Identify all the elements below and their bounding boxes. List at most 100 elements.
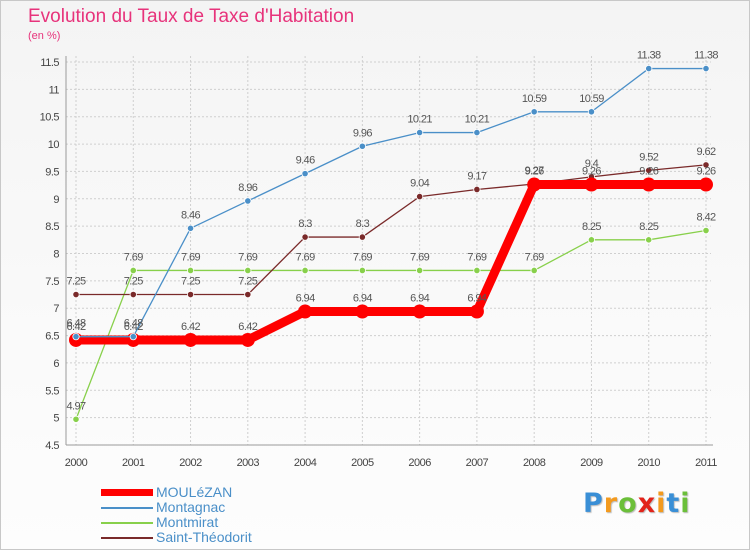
data-point <box>473 266 481 275</box>
series-line <box>75 229 707 420</box>
y-tick-label: 4.5 <box>45 440 59 452</box>
x-tick-label: 2002 <box>179 457 202 469</box>
data-point <box>244 197 252 205</box>
data-label: 8.46 <box>181 209 200 221</box>
data-point <box>584 177 599 192</box>
data-label: 7.25 <box>181 276 200 288</box>
data-point <box>473 128 481 137</box>
data-label: 7.69 <box>410 251 429 263</box>
x-tick-label: 2001 <box>122 457 145 469</box>
brand-logo: Proxiti <box>583 488 691 519</box>
data-point <box>301 170 309 178</box>
y-tick-label: 10.5 <box>40 112 60 124</box>
data-label: 8.25 <box>639 221 658 233</box>
brand-letter: i <box>680 488 691 519</box>
data-point <box>702 64 710 73</box>
series-line <box>75 67 707 338</box>
x-tick-label: 2009 <box>580 457 603 469</box>
data-point <box>129 333 137 341</box>
series-moul-zan <box>69 177 713 347</box>
legend-label: Saint-Théodorit <box>156 529 252 545</box>
data-point <box>641 177 656 192</box>
data-label: 9.52 <box>639 151 658 163</box>
data-point <box>72 415 80 423</box>
data-label: 10.21 <box>465 114 490 126</box>
data-label: 8.42 <box>696 212 715 224</box>
grid-layer <box>66 56 711 446</box>
data-label: 9.96 <box>353 127 372 139</box>
data-label: 9.46 <box>296 155 315 167</box>
data-point <box>469 304 484 319</box>
data-point <box>298 304 313 319</box>
data-label: 6.94 <box>467 292 486 304</box>
data-label: 9.26 <box>696 166 715 178</box>
data-point <box>702 161 710 169</box>
y-tick-label: 8 <box>53 249 59 261</box>
x-tick-label: 2006 <box>408 457 431 469</box>
data-point <box>587 108 596 116</box>
data-label: 9.26 <box>582 166 601 178</box>
data-label: 7.69 <box>238 251 257 263</box>
x-tick-label: 2004 <box>294 457 317 469</box>
legend-label: MOULéZAN <box>156 484 233 500</box>
x-tick-label: 2011 <box>695 457 717 469</box>
data-point <box>416 192 424 201</box>
data-label: 9.17 <box>467 170 486 182</box>
data-label: 6.48 <box>66 318 85 330</box>
data-label: 7.69 <box>124 251 143 263</box>
data-point <box>72 333 80 341</box>
data-point <box>416 266 424 275</box>
data-point <box>473 185 481 194</box>
data-point <box>530 108 538 116</box>
data-label: 10.21 <box>407 114 432 126</box>
x-tick-label: 2008 <box>523 457 546 469</box>
data-label: 7.69 <box>296 251 315 263</box>
y-tick-label: 11 <box>49 84 60 96</box>
data-label: 7.69 <box>181 251 200 263</box>
data-point <box>699 177 713 192</box>
data-point <box>129 290 137 299</box>
data-point <box>186 266 195 275</box>
data-label: 10.59 <box>522 93 547 105</box>
data-point <box>301 266 309 275</box>
axis-layer: 4.5 5 5.5 6 6.5 7 7.5 8 8.5 9 9.5 10 10.5 11 11.5 2000 2… <box>40 56 718 469</box>
x-tick-label: 2003 <box>237 457 260 469</box>
y-tick-label: 9.5 <box>45 166 59 178</box>
series-montagnac <box>72 64 710 341</box>
brand-letter: x <box>637 488 657 519</box>
y-tick-label: 7.5 <box>45 276 59 288</box>
legend-swatch <box>101 507 153 509</box>
data-label: 7.25 <box>238 276 257 288</box>
data-label: 7.25 <box>124 276 143 288</box>
y-tick-label: 11.5 <box>40 57 59 69</box>
data-label: 8.25 <box>582 221 601 233</box>
data-label: 6.48 <box>124 318 143 330</box>
data-label: 6.42 <box>124 321 143 333</box>
data-point <box>355 304 370 319</box>
brand-letter: t <box>666 488 681 519</box>
data-point <box>186 290 195 299</box>
data-label: 9.26 <box>639 166 658 178</box>
data-label: 6.42 <box>181 321 200 333</box>
data-point <box>645 236 653 244</box>
series-line <box>75 164 707 296</box>
data-point <box>240 332 255 347</box>
y-tick-label: 5 <box>53 413 59 425</box>
series-line <box>71 180 711 345</box>
x-tick-label: 2010 <box>637 457 660 469</box>
data-label: 11.38 <box>637 50 661 62</box>
data-label: 10.59 <box>579 93 604 105</box>
data-label: 6.94 <box>353 292 372 304</box>
data-point <box>129 266 137 275</box>
data-point <box>412 304 427 319</box>
data-point <box>527 177 542 192</box>
data-point <box>358 142 366 150</box>
data-label: 11.38 <box>694 50 718 62</box>
data-point <box>645 166 653 174</box>
data-label: 7.69 <box>353 251 372 263</box>
x-tick-label: 2007 <box>466 457 489 469</box>
data-point <box>301 233 309 241</box>
data-point <box>530 266 538 275</box>
brand-letter: i <box>656 488 667 519</box>
